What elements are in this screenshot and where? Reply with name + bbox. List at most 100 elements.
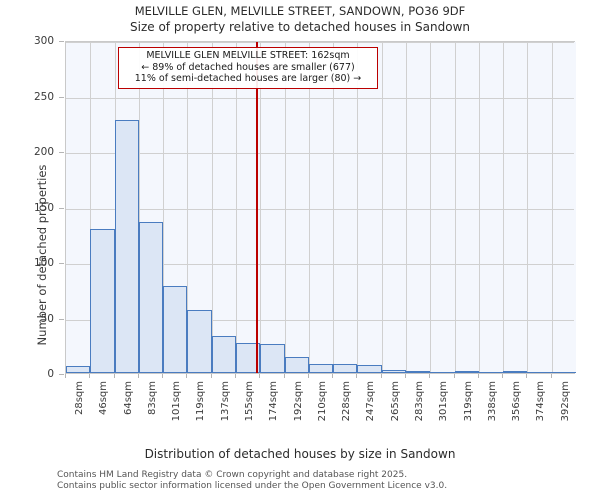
- annotation-smaller: ← 89% of detached houses are smaller (67…: [141, 61, 355, 73]
- x-axis-tick-label: 174sqm: [268, 381, 280, 422]
- x-axis-tick-label: 374sqm: [535, 381, 547, 422]
- x-axis-tick-mark: [210, 374, 212, 378]
- x-axis-title: Distribution of detached houses by size …: [144, 447, 456, 461]
- gridline-vertical: [333, 42, 335, 373]
- x-axis-tick-mark: [429, 374, 431, 378]
- x-axis-tick-mark: [405, 374, 406, 378]
- bar-series: [66, 42, 577, 373]
- y-axis-tick-label: 100: [33, 257, 54, 269]
- x-axis-tick-label: 46sqm: [98, 381, 110, 416]
- y-axis-tick-mark: [59, 152, 64, 153]
- y-axis-tick-label: 250: [33, 90, 54, 103]
- gridline-vertical: [138, 42, 140, 373]
- x-axis-tick-mark: [453, 374, 455, 378]
- gridline-vertical: [187, 42, 189, 373]
- histogram-bar: [66, 366, 91, 373]
- histogram-bar: [357, 365, 382, 373]
- x-axis-tick-label: 265sqm: [389, 381, 401, 422]
- annotation-larger: 11% of semi-detached houses are larger (…: [134, 73, 362, 84]
- histogram-bar: [333, 364, 358, 373]
- gridline-vertical: [308, 42, 310, 373]
- x-axis-tick-label: 83sqm: [146, 381, 158, 416]
- annotation-box: MELVILLE GLEN MELVILLE STREET: 162sqm ← …: [118, 47, 378, 89]
- histogram-bar: [187, 309, 212, 373]
- gridline-vertical: [260, 42, 262, 373]
- gridline-horizontal: [66, 42, 574, 43]
- gridline-vertical: [357, 42, 359, 373]
- gridline-vertical: [406, 42, 407, 373]
- x-axis-tick-mark: [259, 374, 261, 378]
- chart-title-primary: MELVILLE GLEN, MELVILLE STREET, SANDOWN,…: [134, 4, 466, 18]
- x-axis-tick-mark: [235, 374, 236, 378]
- x-axis-tick-mark: [89, 374, 91, 378]
- y-axis-tick-label: 0: [47, 368, 54, 380]
- y-axis-tick-mark: [59, 96, 64, 98]
- x-axis-tick-mark: [502, 374, 504, 378]
- histogram-bar: [260, 344, 285, 373]
- y-axis-tick-mark: [59, 318, 64, 320]
- gridline-horizontal: [66, 208, 574, 210]
- gridline-vertical: [454, 42, 456, 373]
- x-axis-tick-label: 301sqm: [438, 381, 450, 422]
- histogram-bar: [284, 357, 309, 373]
- gridline-vertical: [527, 42, 529, 373]
- x-axis-tick-label: 64sqm: [122, 381, 134, 416]
- gridline-vertical: [90, 42, 92, 373]
- x-axis-tick-label: 192sqm: [292, 381, 304, 422]
- y-axis-tick-label: 50: [40, 312, 54, 325]
- histogram-bar: [114, 119, 139, 373]
- footer-line-2: Contains public sector information licen…: [57, 481, 448, 491]
- y-axis-tick-label: 300: [33, 35, 54, 47]
- plot-area: [65, 41, 577, 374]
- histogram-bar: [478, 372, 504, 373]
- histogram-bar: [381, 369, 406, 373]
- x-axis-tick-label: 28sqm: [74, 381, 85, 416]
- x-axis-tick-mark: [186, 374, 188, 378]
- annotation-title: MELVILLE GLEN MELVILLE STREET: 162sqm: [146, 50, 350, 61]
- x-axis-tick-mark: [162, 374, 164, 378]
- property-marker-line: [256, 42, 259, 373]
- x-axis-tick-label: 247sqm: [365, 381, 377, 422]
- gridline-horizontal: [66, 319, 574, 321]
- gridline-horizontal: [66, 264, 574, 265]
- x-axis-tick-label: 137sqm: [219, 381, 231, 422]
- x-axis-tick-mark: [283, 374, 285, 378]
- x-axis-tick-mark: [113, 374, 115, 378]
- x-axis-tick-label: 283sqm: [414, 381, 425, 422]
- gridline-vertical: [478, 42, 480, 373]
- histogram-bar: [430, 372, 455, 373]
- gridline-horizontal: [66, 97, 574, 99]
- x-axis-tick-label: 155sqm: [244, 381, 255, 422]
- gridline-vertical: [163, 42, 165, 373]
- y-axis-tick-mark: [59, 207, 64, 209]
- histogram-bar: [527, 372, 552, 373]
- histogram-bar: [163, 286, 188, 373]
- footer-line-1: Contains HM Land Registry data © Crown c…: [57, 470, 408, 480]
- gridline-vertical: [211, 42, 213, 373]
- x-axis-tick-mark: [137, 374, 139, 378]
- x-axis-tick-mark: [307, 374, 309, 378]
- x-axis-tick-mark: [477, 374, 479, 378]
- x-axis-tick-mark: [550, 374, 552, 378]
- histogram-bar: [551, 372, 577, 373]
- x-axis-tick-label: 338sqm: [486, 381, 498, 422]
- gridline-horizontal: [66, 153, 574, 154]
- y-axis-tick-label: 150: [33, 201, 54, 214]
- x-axis-tick-label: 319sqm: [462, 381, 474, 422]
- x-axis-tick-label: 228sqm: [341, 381, 353, 422]
- x-axis-tick-label: 101sqm: [171, 381, 183, 422]
- chart-title-block: MELVILLE GLEN, MELVILLE STREET, SANDOWN,…: [0, 3, 600, 36]
- gridline-vertical: [284, 42, 286, 373]
- gridline-vertical: [503, 42, 505, 373]
- x-axis-tick-mark: [526, 374, 528, 378]
- x-axis-tick-mark: [380, 374, 382, 378]
- gridline-vertical: [551, 42, 553, 373]
- y-axis-tick-mark: [59, 41, 64, 42]
- histogram-bar: [211, 336, 236, 373]
- y-axis: Number of detached properties 0 50 100 150 2…: [0, 35, 64, 380]
- x-axis-tick-label: 210sqm: [316, 381, 328, 422]
- histogram-bar: [454, 371, 479, 373]
- gridline-vertical: [430, 42, 432, 373]
- y-axis-tick-label: 200: [33, 146, 54, 158]
- x-axis-tick-label: 119sqm: [195, 381, 207, 422]
